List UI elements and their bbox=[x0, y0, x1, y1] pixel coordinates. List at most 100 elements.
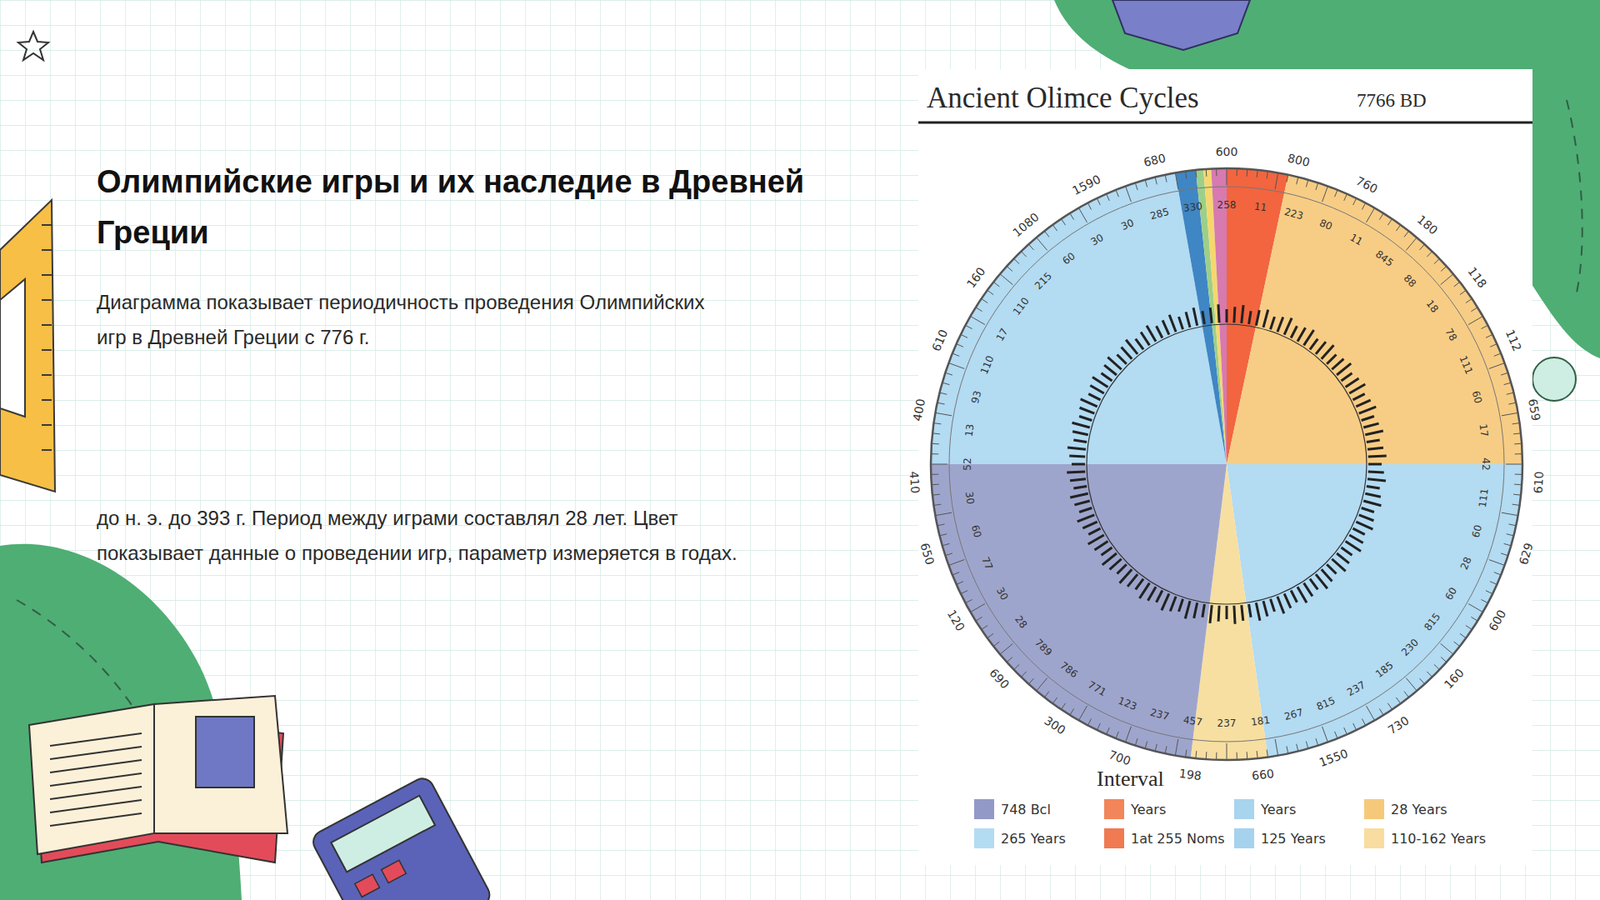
outer-label: 112 bbox=[1503, 327, 1525, 354]
dial-tick bbox=[1513, 432, 1521, 435]
dial-tick bbox=[1481, 599, 1489, 603]
decor-circle bbox=[1532, 357, 1576, 401]
dial-tick bbox=[960, 334, 968, 338]
dial-tick bbox=[1246, 751, 1249, 760]
dial-tick bbox=[1106, 194, 1110, 201]
dial-tick bbox=[960, 590, 968, 595]
outer-label: 410 bbox=[907, 470, 923, 495]
dial-tick bbox=[1420, 244, 1425, 250]
glyph bbox=[1202, 604, 1205, 618]
decor-book bbox=[29, 695, 288, 863]
dial-tick bbox=[1366, 705, 1375, 720]
legend-label: 748 Bcl bbox=[1000, 801, 1051, 818]
dial-tick bbox=[1246, 169, 1249, 177]
dial-tick bbox=[931, 443, 940, 445]
pie-slice bbox=[1226, 175, 1523, 465]
dial-tick bbox=[1145, 741, 1147, 750]
inner-label: 30 bbox=[994, 585, 1011, 602]
dial-tick bbox=[1305, 180, 1308, 188]
glyph bbox=[1067, 447, 1086, 450]
glyph bbox=[1284, 593, 1291, 608]
glyph bbox=[1135, 339, 1144, 350]
dial-rim-inner bbox=[949, 186, 1505, 742]
glyph bbox=[1349, 384, 1365, 394]
dial-tick bbox=[932, 432, 940, 435]
dial-tick bbox=[1322, 185, 1329, 202]
dial-tick bbox=[935, 412, 952, 415]
dial-tick bbox=[1501, 512, 1519, 515]
glyph bbox=[1088, 535, 1105, 545]
decor-ruler-tick bbox=[41, 224, 52, 226]
inner-label: 110 bbox=[978, 354, 997, 377]
glyph bbox=[1263, 310, 1269, 328]
glyph bbox=[1210, 307, 1212, 324]
legend-label: 110-162 Years bbox=[1390, 830, 1486, 847]
dial-tick bbox=[1296, 744, 1299, 752]
decor-ruler-tick bbox=[41, 399, 52, 401]
slide-paragraph: Диаграмма показывает периодичность прове… bbox=[96, 290, 705, 314]
dial-tick bbox=[1515, 453, 1523, 455]
dial-tick bbox=[930, 464, 948, 465]
inner-label: 267 bbox=[1283, 706, 1305, 723]
dial-tick bbox=[948, 560, 965, 566]
glyph bbox=[1270, 316, 1275, 330]
dial-tick bbox=[1256, 750, 1259, 759]
inner-label: 30 bbox=[963, 490, 977, 505]
dial-tick bbox=[956, 344, 964, 348]
glyph bbox=[1069, 455, 1085, 459]
dial-tick bbox=[1490, 344, 1497, 348]
dial-tick bbox=[1096, 723, 1100, 730]
glyph bbox=[1135, 579, 1144, 590]
dial-tick bbox=[1175, 172, 1178, 190]
glyph bbox=[1363, 423, 1379, 428]
dial-tick bbox=[1426, 251, 1432, 257]
dial-tick bbox=[1135, 182, 1138, 190]
book-page bbox=[154, 695, 288, 834]
outer-label: 300 bbox=[1041, 713, 1068, 737]
dial-tick bbox=[993, 281, 1000, 287]
dial-tick bbox=[1028, 678, 1034, 685]
dial-tick bbox=[970, 604, 985, 613]
glyph bbox=[1162, 320, 1170, 335]
glyph bbox=[1368, 463, 1382, 466]
dial-tick bbox=[1379, 708, 1384, 715]
dial-tick bbox=[1353, 198, 1357, 205]
dial-tick bbox=[1006, 657, 1013, 663]
inner-label: 237 bbox=[1345, 679, 1368, 700]
glyph bbox=[1304, 330, 1315, 345]
glyph bbox=[1116, 354, 1126, 364]
glyph bbox=[1225, 309, 1229, 323]
inner-label: 88 bbox=[1401, 272, 1420, 290]
dial-tick bbox=[1460, 290, 1466, 295]
dial-tick bbox=[1494, 572, 1501, 575]
dial-tick bbox=[935, 512, 952, 515]
glyph bbox=[1277, 317, 1284, 333]
outer-label: 700 bbox=[1106, 747, 1133, 768]
dial-tick bbox=[1052, 225, 1057, 231]
glyph bbox=[1336, 553, 1350, 564]
dial-tick bbox=[945, 372, 953, 375]
glyph bbox=[1355, 400, 1370, 407]
book-line bbox=[50, 786, 142, 800]
glyph bbox=[1140, 331, 1150, 345]
dial-tick bbox=[1335, 731, 1338, 739]
inner-label: 223 bbox=[1283, 205, 1305, 222]
dial-tick bbox=[1440, 657, 1447, 663]
dial-tick bbox=[1405, 237, 1417, 250]
dial-tick bbox=[1286, 175, 1289, 183]
dial-tick bbox=[1060, 219, 1065, 225]
dial-tick bbox=[993, 641, 1000, 647]
book-picture bbox=[195, 716, 255, 788]
inner-label: 815 bbox=[1421, 610, 1443, 634]
dial-tick bbox=[1044, 691, 1050, 698]
dial-tick bbox=[1405, 678, 1417, 691]
outer-label: 160 bbox=[964, 265, 989, 291]
pie-slice bbox=[1203, 168, 1227, 465]
outer-label: 600 bbox=[1215, 145, 1239, 159]
glyph bbox=[1077, 515, 1095, 522]
dial-tick bbox=[1404, 691, 1410, 698]
dial-tick bbox=[1205, 169, 1208, 177]
dial-tick bbox=[1296, 177, 1299, 185]
inner-label: 457 bbox=[1182, 714, 1204, 729]
glyph bbox=[1185, 600, 1190, 619]
